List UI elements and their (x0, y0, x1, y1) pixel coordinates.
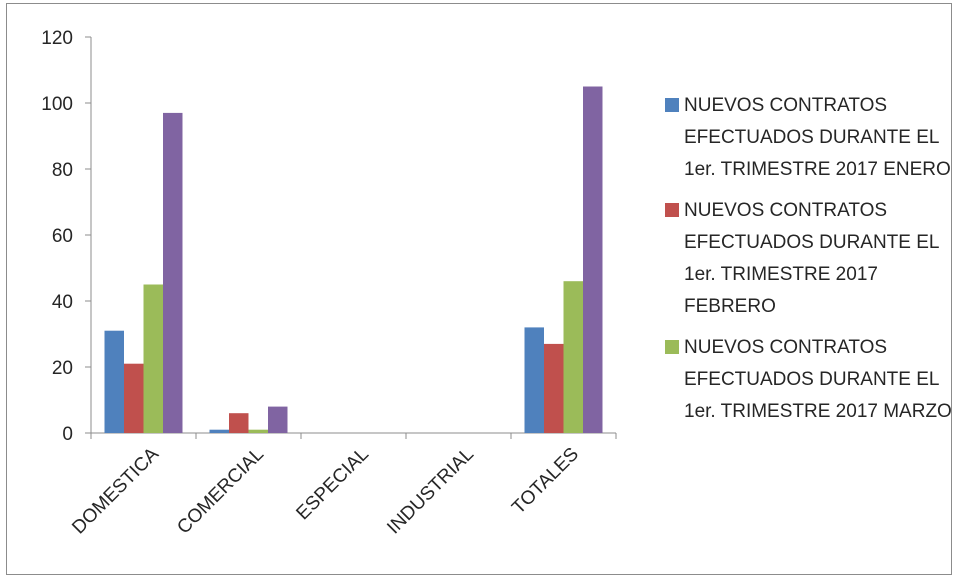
y-tick-label-80: 80 (52, 160, 73, 181)
bar-domestica-series-1 (104, 330, 124, 433)
legend-item-enero: NUEVOS CONTRATOS EFECTUADOS DURANTE EL 1… (665, 90, 955, 186)
bar-domestica-series-4 (163, 112, 183, 434)
legend-swatch-enero (665, 98, 679, 112)
legend-label-enero: NUEVOS CONTRATOS EFECTUADOS DURANTE EL 1… (684, 95, 951, 180)
legend-item-febrero: NUEVOS CONTRATOS EFECTUADOS DURANTE EL 1… (665, 195, 955, 323)
bar-domestica-series-3 (143, 284, 163, 433)
bar-comercial-series-2 (229, 413, 249, 433)
y-tick-label-100: 100 (41, 94, 73, 115)
legend-swatch-marzo (665, 340, 679, 354)
bar-comercial-series-1 (209, 429, 229, 433)
legend-swatch-febrero (665, 203, 679, 217)
bar-totales-series-4 (583, 86, 603, 433)
y-tick-label-60: 60 (52, 226, 73, 247)
y-tick-label-20: 20 (52, 358, 73, 379)
legend: NUEVOS CONTRATOS EFECTUADOS DURANTE EL 1… (665, 90, 955, 437)
x-category-label-comercial: COMERCIAL (173, 444, 268, 539)
y-tick-label-0: 0 (62, 424, 73, 445)
legend-label-marzo: NUEVOS CONTRATOS EFECTUADOS DURANTE EL 1… (684, 337, 952, 422)
bar-totales-series-1 (524, 327, 544, 433)
legend-label-febrero: NUEVOS CONTRATOS EFECTUADOS DURANTE EL 1… (684, 200, 939, 317)
legend-item-marzo: NUEVOS CONTRATOS EFECTUADOS DURANTE EL 1… (665, 332, 955, 428)
bar-comercial-series-4 (268, 406, 288, 433)
x-category-label-domestica: DOMESTICA (68, 443, 163, 538)
bar-totales-series-2 (544, 343, 564, 433)
y-tick-label-120: 120 (41, 28, 73, 49)
y-tick-label-40: 40 (52, 292, 73, 313)
x-category-label-industrial: INDUSTRIAL (383, 444, 478, 539)
bar-comercial-series-3 (248, 429, 268, 433)
x-category-label-totales: TOTALES (508, 444, 583, 519)
x-category-label-especial: ESPECIAL (292, 444, 373, 525)
bar-totales-series-3 (563, 281, 583, 433)
bar-chart: 0 20 40 60 80 100 120 DOMESTICA COMERCIAL ESPECIA… (41, 28, 617, 539)
chart-frame: 0 20 40 60 80 100 120 DOMESTICA COMERCIAL ESPECIA… (6, 3, 952, 575)
bar-domestica-series-2 (124, 363, 144, 433)
